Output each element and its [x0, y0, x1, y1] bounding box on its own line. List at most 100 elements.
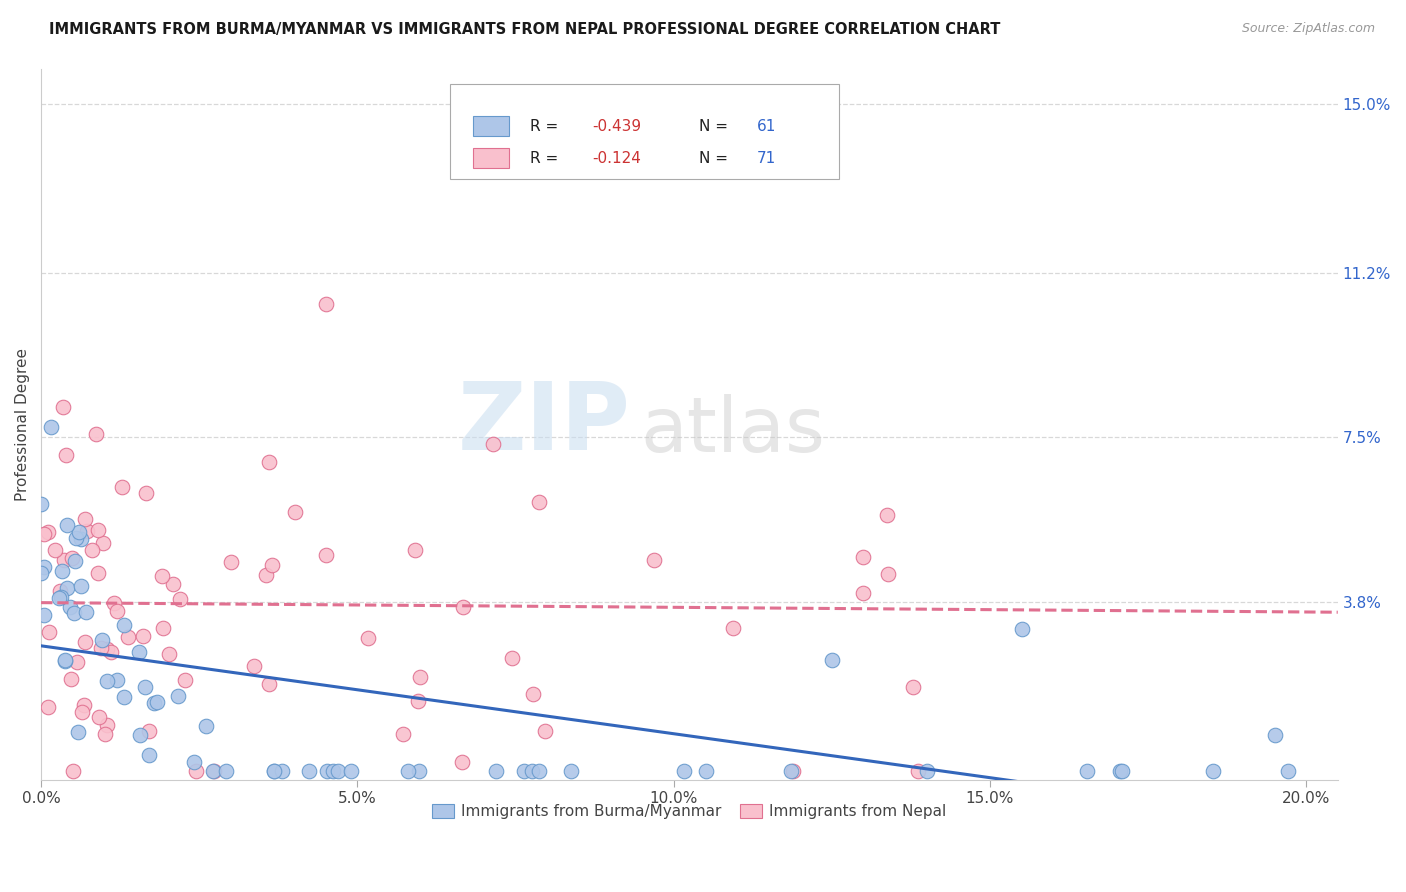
Point — [44, 542, 66, 557]
Point — [56, 581, 79, 595]
Point — [568, 120, 591, 134]
Text: R =: R = — [530, 120, 562, 135]
Point — [356, 631, 378, 645]
Point — [501, 651, 523, 665]
Point — [135, 486, 157, 500]
Point — [59, 600, 82, 615]
Point — [263, 764, 285, 778]
Point — [221, 555, 243, 569]
Text: R =: R = — [530, 152, 562, 166]
Point — [112, 617, 135, 632]
Point — [326, 764, 349, 778]
Point — [91, 633, 114, 648]
Point — [195, 719, 218, 733]
Point — [263, 764, 285, 778]
Point — [62, 764, 84, 778]
Y-axis label: Professional Degree: Professional Degree — [15, 348, 30, 500]
Point — [257, 677, 280, 691]
Point — [70, 532, 93, 546]
Point — [73, 698, 96, 712]
Point — [84, 427, 107, 442]
Point — [94, 727, 117, 741]
Point — [53, 652, 76, 666]
Point — [53, 654, 76, 668]
Point — [90, 640, 112, 655]
Text: N =: N = — [699, 152, 733, 166]
Text: atlas: atlas — [640, 394, 825, 468]
Point — [96, 673, 118, 688]
Point — [105, 604, 128, 618]
Point — [917, 764, 939, 778]
Point — [643, 553, 665, 567]
Point — [157, 648, 180, 662]
Point — [298, 764, 321, 778]
Point — [96, 641, 118, 656]
Point — [169, 591, 191, 606]
Point — [56, 517, 79, 532]
Point — [322, 764, 344, 778]
FancyBboxPatch shape — [472, 116, 509, 136]
Point — [134, 680, 156, 694]
Point — [32, 608, 55, 623]
Point — [142, 696, 165, 710]
Point — [48, 591, 70, 606]
Text: ZIP: ZIP — [458, 378, 631, 470]
Point — [60, 551, 83, 566]
Point — [66, 724, 89, 739]
Point — [1202, 764, 1225, 778]
Point — [529, 764, 551, 778]
Point — [87, 523, 110, 537]
Point — [111, 480, 134, 494]
Point — [146, 694, 169, 708]
Point — [907, 764, 929, 778]
Point — [1011, 622, 1033, 636]
Point — [482, 437, 505, 451]
Point — [315, 549, 337, 563]
Point — [162, 577, 184, 591]
Point — [87, 566, 110, 580]
Point — [75, 512, 97, 526]
Point — [138, 724, 160, 739]
Point — [75, 605, 97, 619]
Point — [132, 629, 155, 643]
Point — [695, 764, 717, 778]
Point — [76, 524, 98, 538]
Point — [852, 550, 875, 565]
Point — [72, 705, 94, 719]
Point — [32, 526, 55, 541]
Point — [1111, 764, 1133, 778]
Point — [66, 655, 89, 669]
Text: 61: 61 — [756, 120, 776, 135]
Point — [89, 710, 111, 724]
Point — [271, 764, 294, 778]
Point — [520, 764, 543, 778]
Point — [59, 673, 82, 687]
Point — [138, 747, 160, 762]
Point — [52, 401, 75, 415]
Point — [103, 597, 125, 611]
FancyBboxPatch shape — [450, 84, 838, 178]
Point — [152, 621, 174, 635]
Point — [80, 543, 103, 558]
Point — [721, 621, 744, 635]
Point — [408, 670, 430, 684]
Point — [202, 764, 225, 778]
Point — [877, 566, 900, 581]
Point — [49, 591, 72, 605]
Point — [406, 694, 429, 708]
Point — [392, 727, 415, 741]
Point — [852, 586, 875, 600]
Point — [184, 764, 207, 778]
Point — [91, 536, 114, 550]
Point — [451, 755, 474, 769]
Point — [257, 455, 280, 469]
Point — [51, 564, 73, 578]
Point — [65, 531, 87, 545]
Point — [173, 673, 195, 687]
Point — [1277, 764, 1299, 778]
Point — [107, 673, 129, 688]
Point — [30, 497, 52, 511]
Point — [30, 566, 52, 581]
Point — [65, 554, 87, 568]
Point — [527, 495, 550, 509]
